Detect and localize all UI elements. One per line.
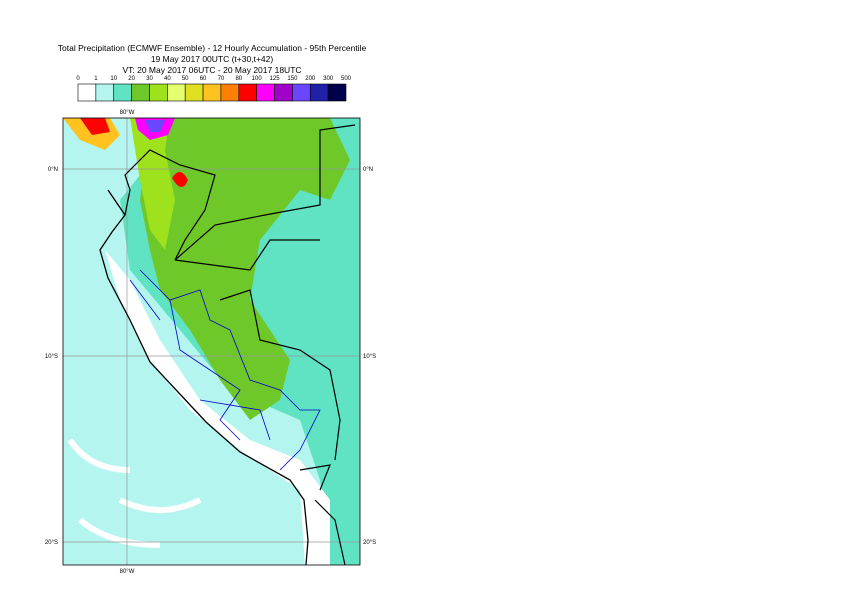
lat-label: 0°N bbox=[363, 167, 373, 173]
legend-swatch bbox=[238, 83, 257, 102]
legend-label: 10 bbox=[110, 76, 117, 82]
base-time: 19 May 2017 00UTC (t+30,t+42) bbox=[151, 54, 274, 64]
legend-label: 30 bbox=[146, 76, 153, 82]
legend-swatch bbox=[220, 83, 240, 102]
field bbox=[63, 330, 200, 565]
legend-swatch bbox=[131, 83, 150, 102]
legend-label: 70 bbox=[218, 76, 225, 82]
legend-label: 500 bbox=[341, 76, 352, 82]
coastline bbox=[99, 189, 309, 565]
regions bbox=[129, 269, 321, 471]
legend-swatch bbox=[309, 83, 329, 102]
lon-label: 80°W bbox=[120, 110, 135, 116]
map-frame bbox=[62, 117, 361, 566]
legend-swatch bbox=[292, 83, 311, 102]
lat-label: 10°S bbox=[363, 354, 376, 360]
legend-label: 80 bbox=[235, 76, 242, 82]
legend-label: 300 bbox=[323, 76, 334, 82]
graticule bbox=[63, 118, 360, 565]
lon-label: 80°W bbox=[120, 569, 135, 575]
dry-streaks bbox=[67, 438, 202, 548]
legend-swatch bbox=[149, 83, 168, 102]
legend-label: 50 bbox=[182, 76, 189, 82]
field bbox=[130, 118, 175, 250]
field bbox=[172, 171, 188, 188]
legend-swatch bbox=[184, 83, 204, 102]
borders bbox=[124, 124, 356, 565]
legend-swatch bbox=[256, 83, 275, 102]
legend-label: 60 bbox=[200, 76, 207, 82]
lat-label: 10°S bbox=[45, 354, 58, 360]
legend-label: 100 bbox=[252, 76, 263, 82]
legend-swatch bbox=[113, 83, 132, 102]
legend: 0 1 10 20 30 40 50 60 70 80 100 125 150 200 300 500 bbox=[76, 76, 352, 102]
field bbox=[145, 120, 165, 132]
legend-label: 200 bbox=[305, 76, 316, 82]
legend-swatch bbox=[274, 83, 293, 102]
map bbox=[63, 118, 360, 565]
legend-swatch bbox=[77, 83, 97, 102]
legend-label: 20 bbox=[128, 76, 135, 82]
field bbox=[80, 118, 110, 135]
title: Total Precipitation (ECMWF Ensemble) - 1… bbox=[58, 43, 367, 53]
legend-swatch bbox=[327, 83, 347, 102]
legend-swatch bbox=[167, 83, 186, 102]
legend-label: 40 bbox=[164, 76, 171, 82]
lat-label: 20°S bbox=[363, 540, 376, 546]
valid-time: VT: 20 May 2017 06UTC - 20 May 2017 18UT… bbox=[122, 65, 301, 75]
lat-label: 0°N bbox=[48, 167, 58, 173]
legend-swatch bbox=[95, 83, 115, 102]
lat-label: 20°S bbox=[45, 540, 58, 546]
legend-label: 150 bbox=[287, 76, 298, 82]
legend-swatch bbox=[202, 83, 222, 102]
legend-label: 125 bbox=[270, 76, 281, 82]
legend-label: 1 bbox=[94, 76, 98, 82]
legend-label: 0 bbox=[76, 76, 80, 82]
